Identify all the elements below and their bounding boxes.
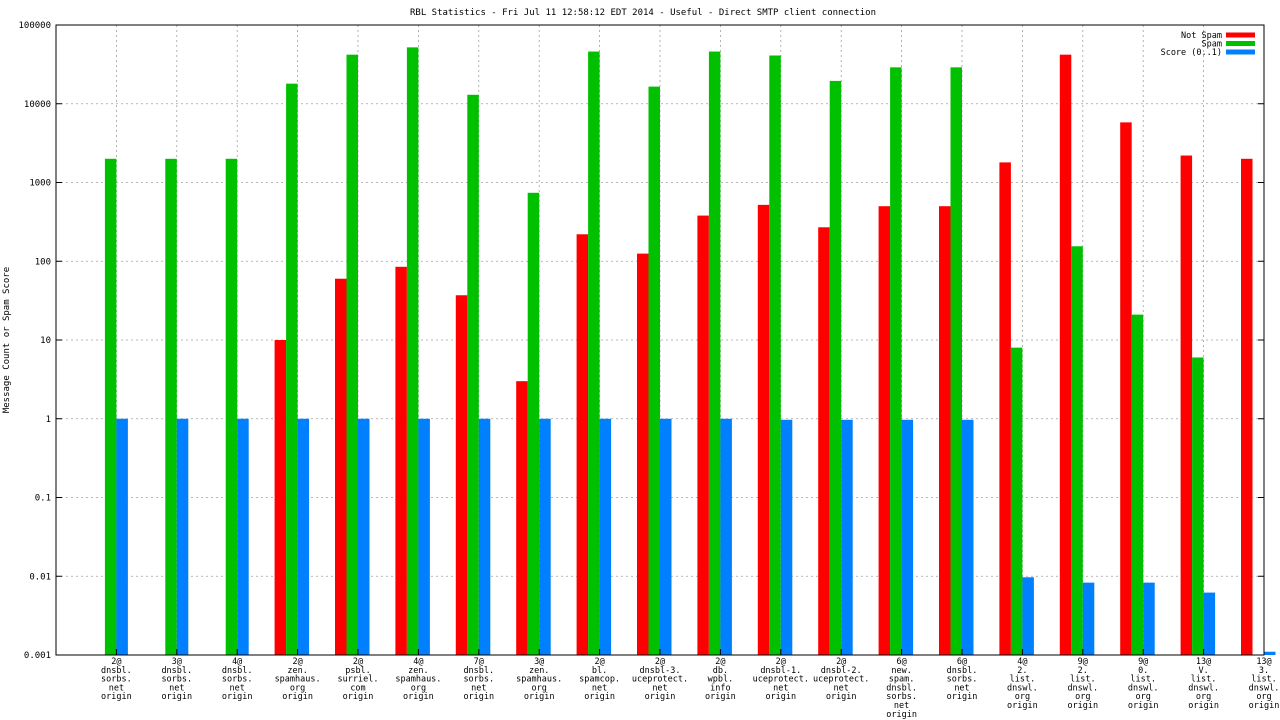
chart-title: RBL Statistics - Fri Jul 11 12:58:12 EDT… bbox=[410, 8, 876, 18]
bar-spam bbox=[1071, 246, 1083, 655]
bar-score bbox=[418, 418, 430, 655]
bar-not-spam bbox=[1241, 158, 1253, 655]
bar-spam bbox=[1192, 357, 1204, 655]
bar-spam bbox=[950, 67, 962, 655]
x-category-label: 6@ new. spam. dnsbl. sorbs. net origin bbox=[886, 657, 917, 720]
x-category-label: 7@ dnsbl. sorbs. net origin bbox=[463, 657, 494, 702]
bar-not-spam bbox=[576, 234, 589, 655]
bars-layer bbox=[104, 47, 1276, 656]
bar-spam bbox=[1131, 314, 1144, 655]
bar-spam bbox=[104, 158, 117, 655]
x-category-label: 2@ db. wpbl. info origin bbox=[705, 657, 736, 702]
bar-score bbox=[901, 419, 914, 655]
x-category-label: 6@ dnsbl. sorbs. net origin bbox=[947, 657, 978, 702]
bar-spam bbox=[406, 47, 419, 655]
x-category-label: 3@ dnsbl. sorbs. net origin bbox=[161, 657, 192, 702]
bar-spam bbox=[165, 158, 177, 655]
bar-spam bbox=[648, 86, 660, 655]
bar-not-spam bbox=[818, 227, 830, 656]
bar-spam bbox=[890, 67, 902, 655]
x-category-label: 2@ dnsbl-3. uceprotect. net origin bbox=[632, 657, 688, 702]
legend-label: Not Spam bbox=[1181, 31, 1222, 41]
bar-not-spam bbox=[878, 206, 891, 655]
x-category-label: 2@ dnsbl-2. uceprotect. net origin bbox=[813, 657, 869, 702]
bar-score bbox=[1264, 651, 1276, 655]
bar-score bbox=[1022, 577, 1034, 655]
bar-score bbox=[720, 418, 732, 655]
y-tick-label: 100000 bbox=[18, 21, 51, 31]
x-category-label: 2@ dnsbl-1. uceprotect. net origin bbox=[753, 657, 809, 702]
bar-not-spam bbox=[335, 278, 347, 655]
bar-not-spam bbox=[1180, 155, 1193, 655]
bar-spam bbox=[527, 192, 540, 655]
bar-score bbox=[297, 418, 310, 655]
bar-spam bbox=[1010, 347, 1023, 655]
y-tick-label: 1 bbox=[46, 415, 51, 425]
x-category-label: 13@ 3. list. dnswl. org origin bbox=[1249, 657, 1280, 711]
y-tick-label: 100 bbox=[35, 257, 51, 267]
bar-not-spam bbox=[999, 162, 1011, 656]
bar-score bbox=[962, 419, 974, 655]
legend-swatch bbox=[1226, 32, 1255, 38]
bar-score bbox=[841, 419, 853, 655]
y-tick-label: 0.01 bbox=[29, 572, 51, 582]
x-category-label: 4@ 2. list. dnswl. org origin bbox=[1007, 657, 1038, 711]
y-tick-label: 0.1 bbox=[35, 494, 51, 504]
bar-score bbox=[358, 418, 370, 655]
legend-swatch bbox=[1226, 49, 1255, 55]
bar-not-spam bbox=[395, 266, 407, 655]
y-tick-label: 0.001 bbox=[24, 651, 51, 661]
bar-score bbox=[237, 418, 249, 655]
y-axis-label: Message Count or Spam Score bbox=[2, 267, 12, 413]
bar-not-spam bbox=[516, 381, 528, 655]
bar-spam bbox=[286, 83, 298, 656]
bar-not-spam bbox=[757, 204, 770, 655]
bar-score bbox=[1203, 592, 1216, 655]
bar-not-spam bbox=[274, 340, 287, 655]
y-tick-label: 10000 bbox=[24, 100, 51, 110]
bar-score bbox=[1143, 582, 1155, 655]
bar-spam bbox=[346, 54, 358, 655]
bar-spam bbox=[769, 55, 781, 655]
bar-score bbox=[780, 419, 793, 655]
bar-not-spam bbox=[697, 215, 709, 655]
bar-spam bbox=[225, 158, 238, 655]
bar-spam bbox=[708, 51, 721, 656]
bar-not-spam bbox=[939, 206, 951, 655]
bar-not-spam bbox=[637, 253, 649, 655]
y-tick-label: 10 bbox=[40, 336, 51, 346]
x-category-label: 4@ zen. spamhaus. org origin bbox=[395, 657, 441, 702]
bar-score bbox=[116, 418, 128, 655]
legend-label: Score (0..1) bbox=[1161, 48, 1222, 58]
legend-swatch bbox=[1226, 41, 1255, 46]
x-category-label: 13@ V. list. dnswl. org origin bbox=[1188, 657, 1219, 711]
bar-score bbox=[539, 418, 551, 655]
bar-score bbox=[478, 418, 491, 655]
bar-spam bbox=[829, 80, 842, 655]
y-tick-label: 1000 bbox=[29, 179, 51, 189]
bar-spam bbox=[588, 51, 600, 656]
bar-not-spam bbox=[1059, 54, 1072, 655]
x-category-label: 3@ zen. spamhaus. org origin bbox=[516, 657, 562, 702]
x-category-label: 2@ psbl. surriel. com origin bbox=[338, 657, 379, 702]
x-axis-category-labels: 2@ dnsbl. sorbs. net origin 3@ dnsbl. sorbs. net… bbox=[101, 649, 1279, 720]
bar-score bbox=[599, 418, 612, 655]
x-category-label: 9@ 0. list. dnswl. org origin bbox=[1128, 657, 1159, 711]
bar-not-spam bbox=[455, 295, 468, 655]
y-axis-ticks: 0.001 0.01 0.1 1 10 100 1000 10000 100000 bbox=[18, 21, 1264, 661]
legend-label: Spam bbox=[1202, 40, 1222, 50]
bar-score bbox=[176, 418, 189, 655]
bar-spam bbox=[467, 94, 479, 655]
bar-score bbox=[1082, 582, 1095, 655]
bar-score bbox=[660, 418, 672, 655]
bar-not-spam bbox=[1120, 122, 1132, 655]
x-category-label: 2@ zen. spamhaus. org origin bbox=[275, 657, 321, 702]
x-category-label: 2@ dnsbl. sorbs. net origin bbox=[101, 657, 132, 702]
x-category-label: 2@ bl. spamcop. net origin bbox=[579, 657, 620, 702]
x-category-label: 9@ 2. list. dnswl. org origin bbox=[1067, 657, 1098, 711]
x-category-label: 4@ dnsbl. sorbs. net origin bbox=[222, 657, 253, 702]
